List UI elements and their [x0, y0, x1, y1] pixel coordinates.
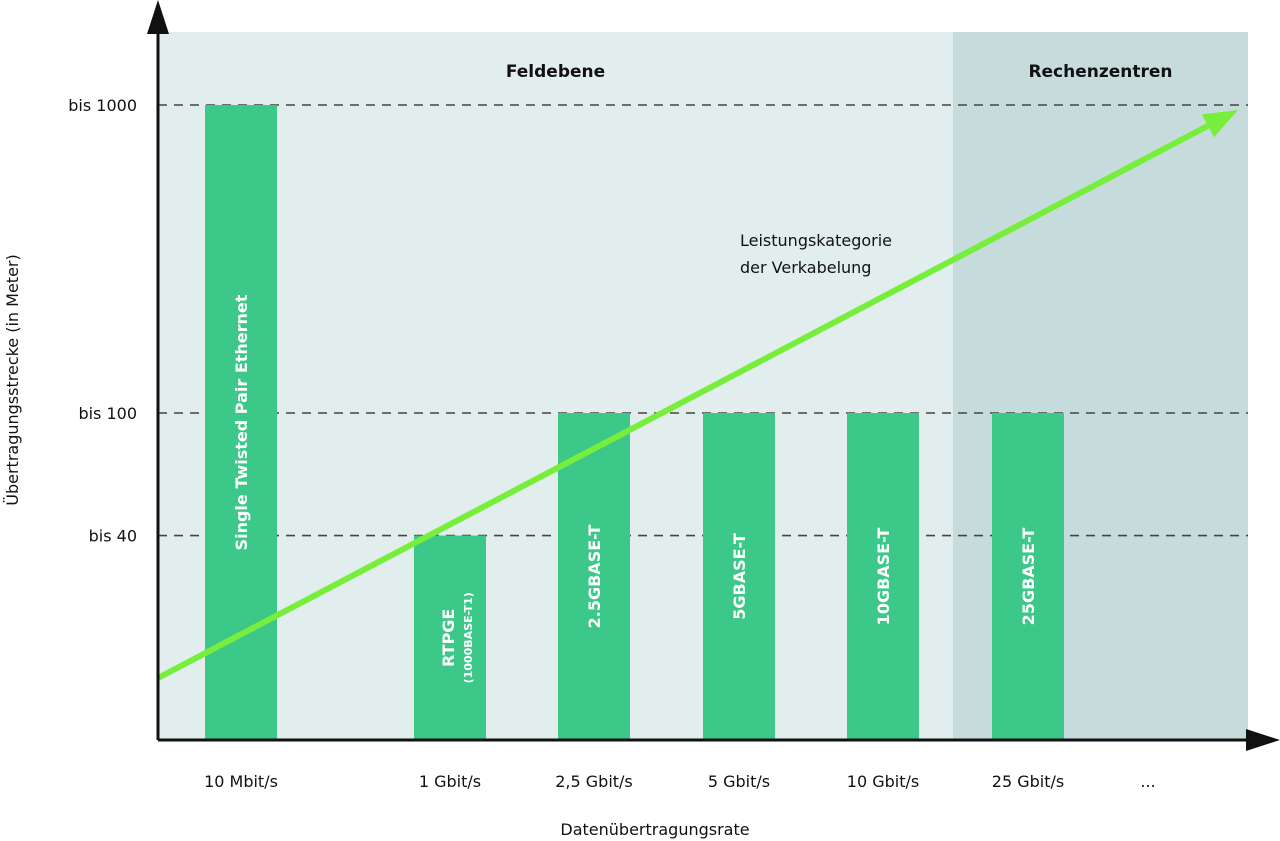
y-axis-arrow — [147, 0, 169, 34]
trend-label-line1: Leistungskategorie — [740, 231, 892, 250]
trend-label-line2: der Verkabelung — [740, 258, 871, 277]
region-feldebene-bg — [158, 32, 953, 740]
x-tick-label: 25 Gbit/s — [992, 772, 1064, 791]
x-tick-label: 10 Gbit/s — [847, 772, 919, 791]
x-tick-label: ... — [1140, 772, 1155, 791]
bar — [703, 413, 775, 740]
x-tick-label: 1 Gbit/s — [419, 772, 481, 791]
region-title-feldebene: Feldebene — [506, 62, 605, 82]
bar-label: Single Twisted Pair Ethernet — [232, 294, 251, 550]
bar-sublabel: (1000BASE-T1) — [462, 592, 475, 683]
bar — [558, 413, 630, 740]
x-axis-arrow — [1246, 729, 1280, 751]
bar — [992, 413, 1064, 740]
x-tick-label: 5 Gbit/s — [708, 772, 770, 791]
y-tick-label: bis 40 — [89, 527, 137, 546]
x-axis-title: Datenübertragungsrate — [560, 820, 749, 839]
y-axis-title: Übertragungsstrecke (in Meter) — [3, 254, 22, 505]
trend-arrow-head — [1201, 110, 1238, 138]
bar-label: 25GBASE-T — [1019, 528, 1038, 626]
bar-label: 5GBASE-T — [730, 533, 749, 620]
y-tick-label: bis 1000 — [68, 96, 137, 115]
region-title-rechenzentren: Rechenzentren — [1028, 62, 1172, 82]
bar-label: RTPGE — [439, 609, 458, 667]
bar — [414, 535, 486, 740]
bar-label: 2.5GBASE-T — [585, 525, 604, 629]
x-tick-label: 2,5 Gbit/s — [555, 772, 633, 791]
bar-label: 10GBASE-T — [874, 528, 893, 626]
bar — [847, 413, 919, 740]
y-tick-label: bis 100 — [78, 404, 137, 423]
x-tick-label: 10 Mbit/s — [204, 772, 278, 791]
trend-arrow-line — [156, 123, 1210, 681]
